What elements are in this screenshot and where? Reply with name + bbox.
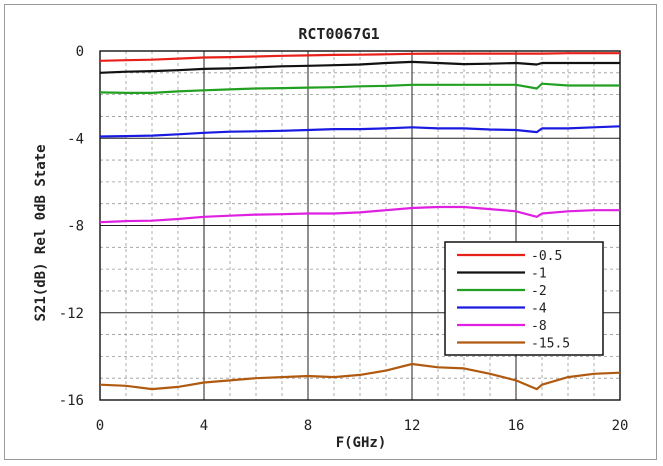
y-axis-label: S21(dB) Rel 0dB State [33,144,49,321]
chart-title: RCT0067G1 [298,25,379,43]
y-tick-label: 0 [76,44,84,60]
chart-frame: RCT0067G1 F(GHz) S21(dB) Rel 0dB State 0… [4,4,657,460]
legend-label: -1 [531,267,547,282]
x-tick-label: 12 [404,418,421,434]
series-line--8 [99,205,620,224]
series-line--15.5 [99,362,621,391]
chart-svg: RCT0067G1 F(GHz) S21(dB) Rel 0dB State 0… [33,25,629,451]
series-line--4 [99,125,621,138]
series-line--2 [99,82,620,95]
series-line--0.5 [99,52,620,62]
x-tick-label: 16 [508,418,525,434]
y-tick-label: -8 [67,219,84,235]
x-tick-label: 8 [304,418,312,434]
y-tick-label: -4 [67,131,84,147]
plot-border [99,50,621,401]
y-tick-label: -12 [59,306,84,322]
legend-label: -15.5 [531,337,570,352]
legend-label: -0.5 [531,249,562,264]
x-tick-label: 20 [612,418,629,434]
series-line--1 [99,60,620,74]
legend-box [444,241,604,356]
legend-label: -2 [531,284,547,299]
x-axis-label: F(GHz) [336,435,387,451]
y-tick-label: -16 [59,393,84,409]
legend-label: -4 [531,302,547,317]
legend-label: -8 [531,319,547,334]
x-tick-label: 4 [200,418,208,434]
x-tick-label: 0 [96,418,104,434]
